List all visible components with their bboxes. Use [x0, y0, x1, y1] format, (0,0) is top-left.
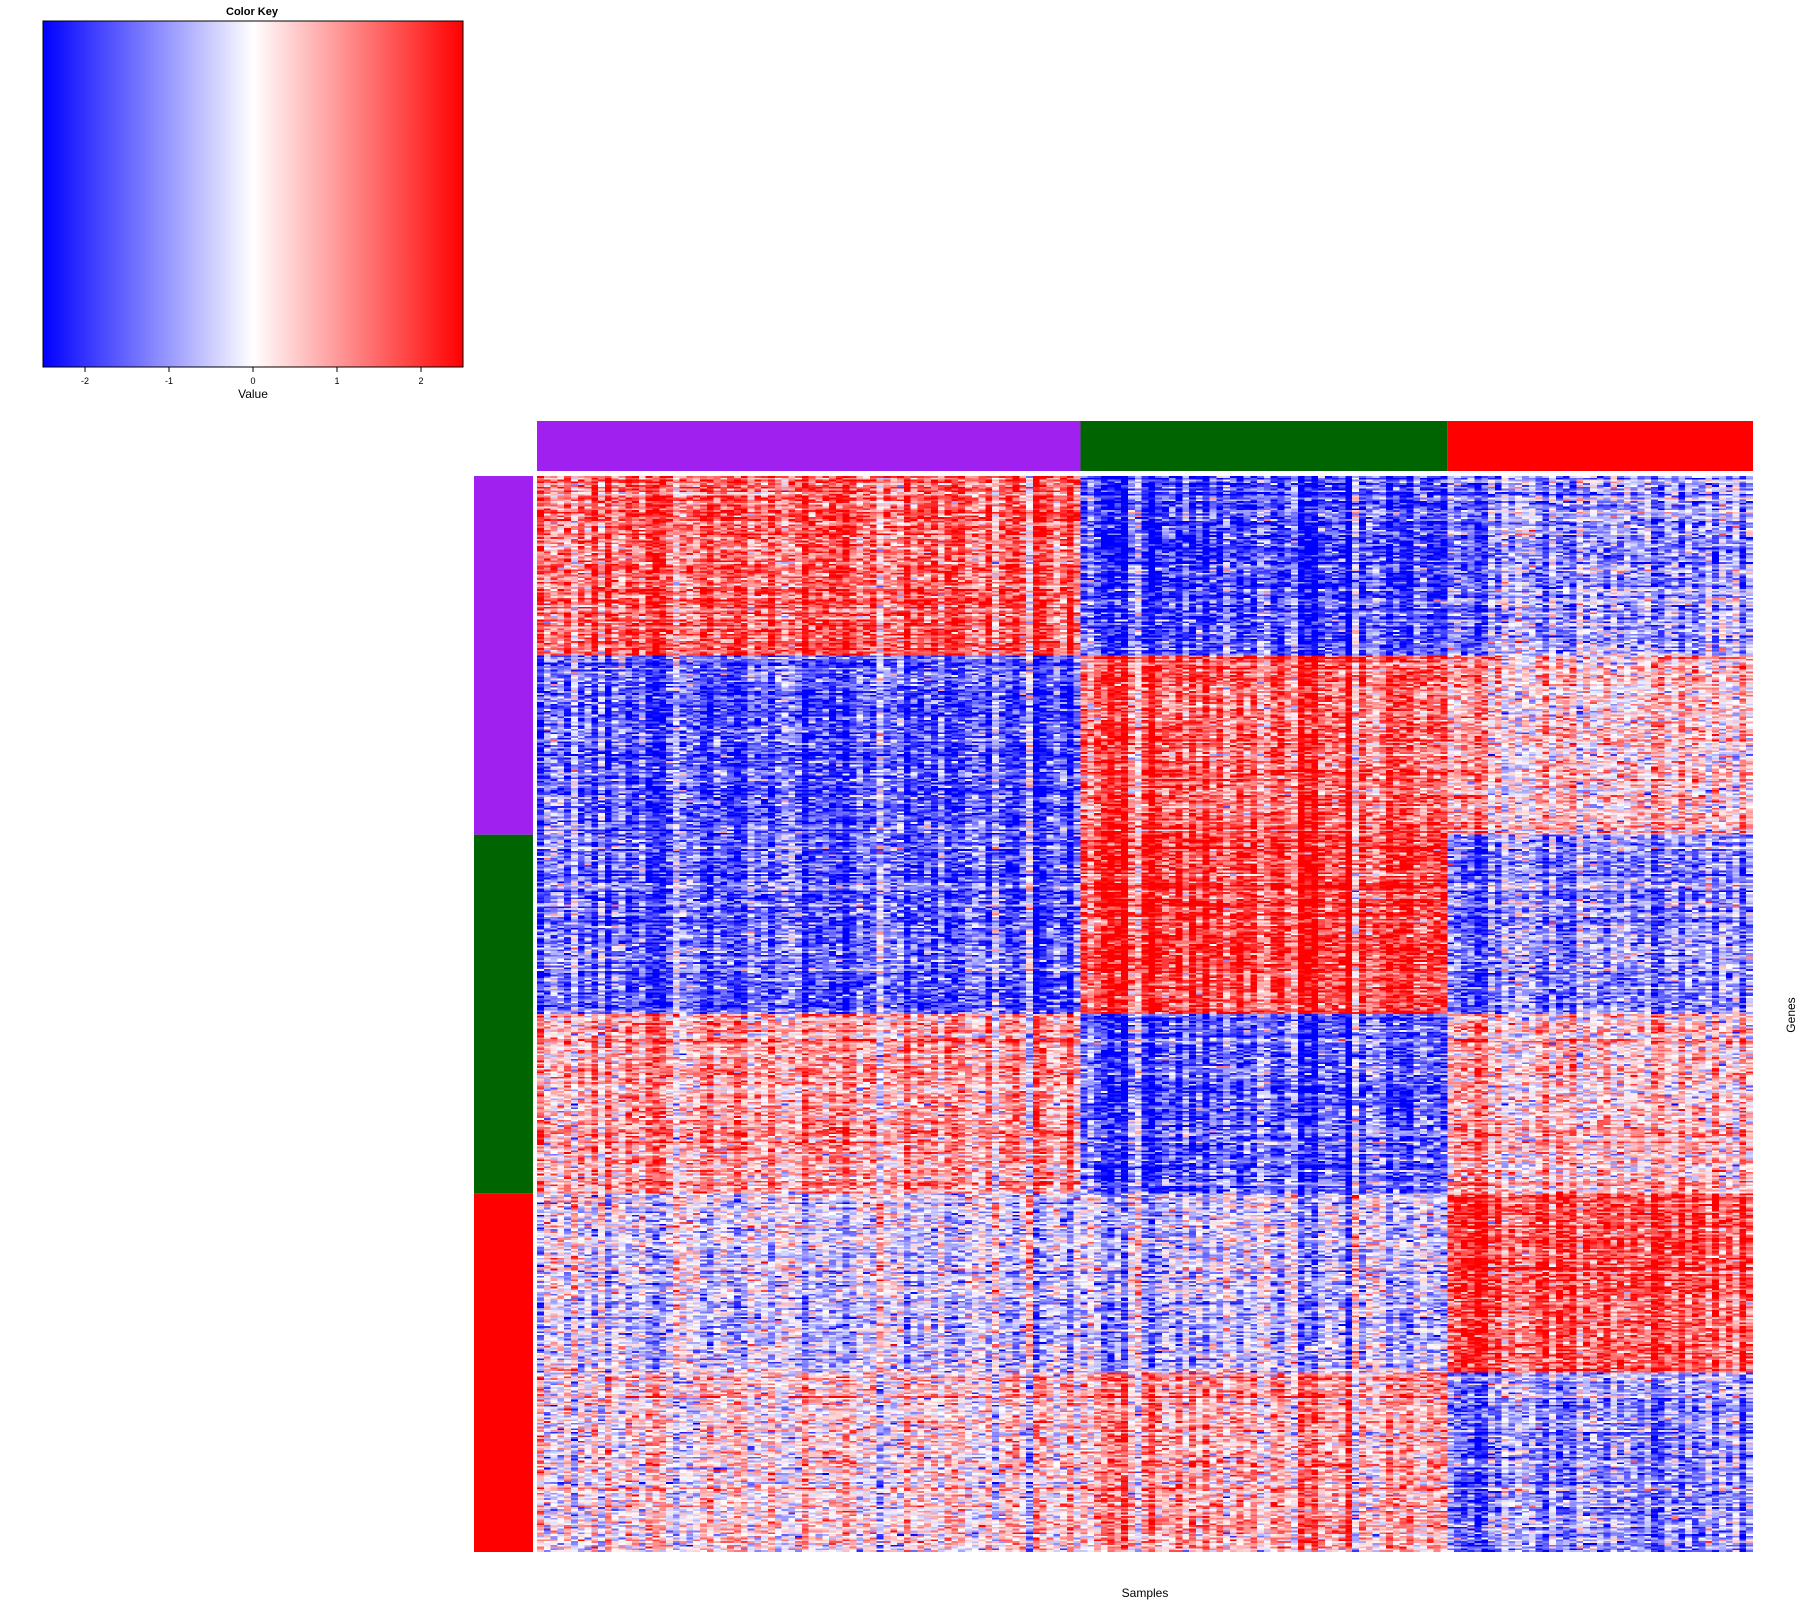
color-key-title: Color Key — [226, 6, 279, 18]
color-key-axis: -2 -1 0 1 2 — [81, 367, 424, 386]
color-key-tick-label: -2 — [81, 376, 89, 386]
column-group-bar-red — [1447, 421, 1753, 471]
row-group-bar-purple — [474, 476, 533, 835]
heatmap-body — [537, 476, 1753, 1552]
heatmap-cells — [537, 476, 1753, 1552]
row-group-bar-red — [474, 1193, 533, 1552]
y-axis-label: Genes — [1784, 997, 1798, 1032]
x-axis-label: Samples — [1122, 1586, 1169, 1600]
color-key-tick-label: 1 — [334, 376, 339, 386]
row-group-bar-green — [474, 834, 533, 1194]
color-key-tick-label: -1 — [165, 376, 173, 386]
color-key-gradient — [42, 20, 464, 368]
color-key-xlabel: Value — [238, 387, 268, 401]
color-key: Color Key -2 -1 0 1 2 Value — [42, 6, 464, 401]
row-side-colors — [474, 476, 533, 1552]
column-group-bar-green — [1080, 421, 1448, 471]
color-key-tick-label: 2 — [418, 376, 423, 386]
color-key-tick-label: 0 — [250, 376, 255, 386]
column-side-colors — [537, 421, 1753, 471]
column-group-bar-purple — [537, 421, 1081, 471]
